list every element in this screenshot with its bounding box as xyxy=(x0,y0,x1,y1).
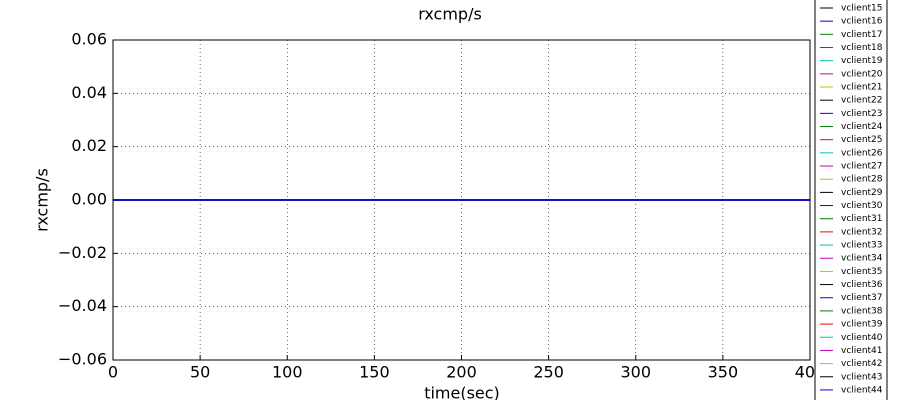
x-tick-label: 100 xyxy=(272,363,303,382)
legend-label: vclient36 xyxy=(841,280,883,290)
legend-label: vclient38 xyxy=(841,306,883,316)
legend-label: vclient33 xyxy=(841,241,883,251)
legend-label: vclient25 xyxy=(841,135,883,145)
x-tick-label: 350 xyxy=(708,363,739,382)
y-tick-label: −0.02 xyxy=(58,243,107,262)
x-tick-label: 0 xyxy=(108,363,118,382)
legend-label: vclient18 xyxy=(841,43,883,53)
legend-label: vclient17 xyxy=(841,30,883,40)
legend-label: vclient30 xyxy=(841,201,883,211)
legend-label: vclient22 xyxy=(841,96,883,106)
x-axis-label: time(sec) xyxy=(424,384,500,400)
y-tick-label: 0.02 xyxy=(71,136,107,155)
legend-label: vclient32 xyxy=(841,227,883,237)
y-tick-label: 0.04 xyxy=(71,83,107,102)
x-tick-label: 300 xyxy=(620,363,651,382)
x-tick-label: 150 xyxy=(359,363,390,382)
x-tick-label: 250 xyxy=(533,363,564,382)
legend-label: vclient34 xyxy=(841,254,883,264)
legend-label: vclient26 xyxy=(841,148,883,158)
x-tick-label: 50 xyxy=(190,363,210,382)
legend-label: vclient21 xyxy=(841,83,883,93)
legend-label: vclient20 xyxy=(841,69,883,79)
legend-label: vclient27 xyxy=(841,162,883,172)
x-tick-label: 200 xyxy=(446,363,477,382)
legend-label: vclient31 xyxy=(841,214,883,224)
legend-label: vclient42 xyxy=(841,359,883,369)
legend-label: vclient39 xyxy=(841,320,883,330)
legend-label: vclient35 xyxy=(841,267,883,277)
legend-label: vclient23 xyxy=(841,109,883,119)
y-axis-label: rxcmp/s xyxy=(33,168,52,232)
y-tick-label: −0.06 xyxy=(58,350,107,369)
legend-label: vclient19 xyxy=(841,56,883,66)
chart-title: rxcmp/s xyxy=(418,5,482,24)
y-tick-label: 0.00 xyxy=(71,190,107,209)
legend-label: vclient24 xyxy=(841,122,883,132)
legend-label: vclient43 xyxy=(841,372,883,382)
legend-label: vclient37 xyxy=(841,293,883,303)
legend-label: vclient41 xyxy=(841,346,883,356)
legend-label: vclient40 xyxy=(841,333,883,343)
legend-label: vclient29 xyxy=(841,188,883,198)
legend-label: vclient15 xyxy=(841,4,883,14)
legend-box xyxy=(814,0,888,400)
legend-label: vclient16 xyxy=(841,17,883,27)
legend-label: vclient28 xyxy=(841,175,883,185)
y-tick-label: −0.04 xyxy=(58,296,107,315)
legend-label: vclient44 xyxy=(841,385,883,395)
y-tick-label: 0.06 xyxy=(71,30,107,49)
plot-frame xyxy=(112,39,811,361)
